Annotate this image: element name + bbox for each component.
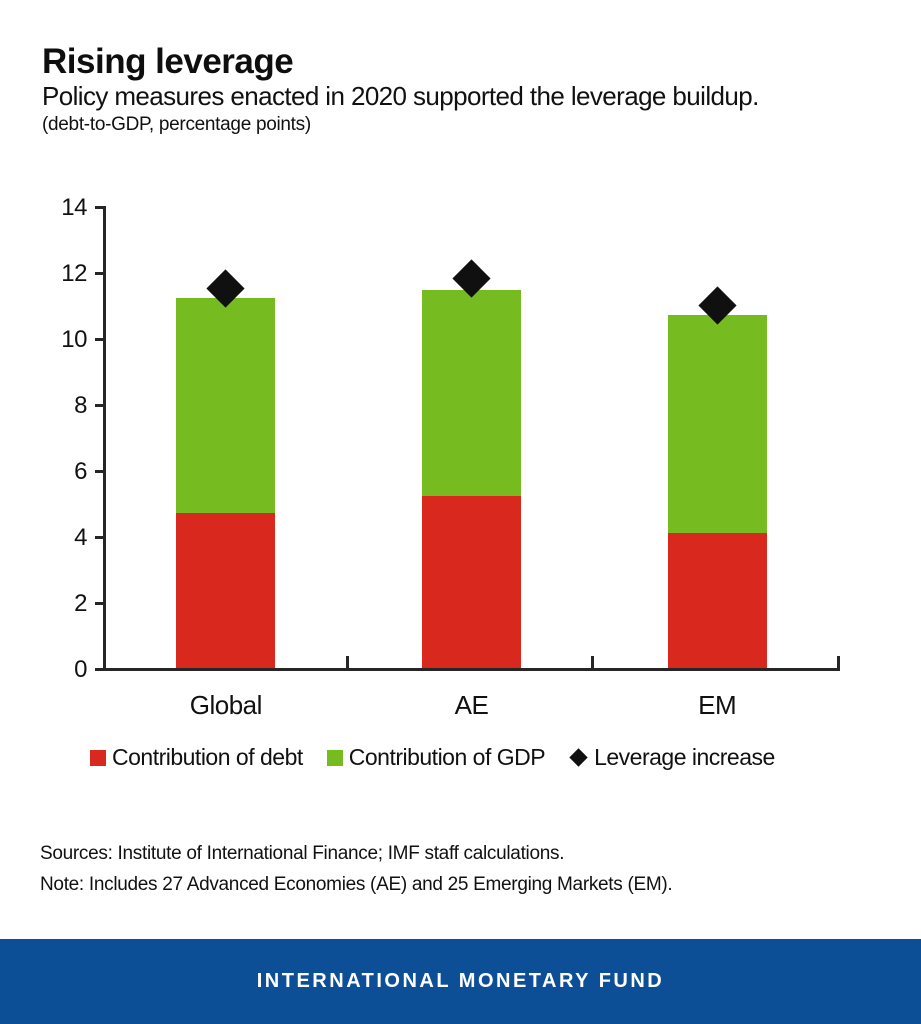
y-axis-tick bbox=[95, 470, 103, 473]
legend-label: Contribution of GDP bbox=[348, 744, 546, 770]
bar-segment-gdp bbox=[667, 314, 767, 533]
diamond-swatch-icon bbox=[569, 748, 588, 767]
sources-line: Sources: Institute of International Fina… bbox=[40, 843, 565, 864]
legend-item: Contribution of GDP bbox=[326, 744, 546, 771]
footer-bar: INTERNATIONAL MONETARY FUND bbox=[0, 939, 921, 1024]
legend-label: Contribution of debt bbox=[112, 744, 303, 770]
y-axis-tick bbox=[95, 536, 103, 539]
bar-segment-debt bbox=[422, 496, 521, 668]
figure-subtitle: Policy measures enacted in 2020 supporte… bbox=[42, 81, 759, 111]
y-axis-tick bbox=[95, 338, 103, 341]
y-axis-tick-label: 12 bbox=[61, 260, 87, 287]
x-axis-line bbox=[103, 668, 840, 671]
note-line: Note: Includes 27 Advanced Economies (AE… bbox=[40, 874, 673, 895]
y-axis-tick-label: 2 bbox=[74, 590, 87, 617]
x-category-label: AE bbox=[454, 690, 489, 720]
bar-segment-gdp bbox=[176, 298, 276, 513]
y-axis-tick-label: 14 bbox=[61, 194, 87, 221]
y-axis-line bbox=[103, 206, 106, 671]
figure-title: Rising leverage bbox=[42, 42, 294, 81]
y-axis-tick-label: 0 bbox=[74, 656, 87, 683]
y-axis-tick bbox=[95, 404, 103, 407]
footer-text: INTERNATIONAL MONETARY FUND bbox=[256, 970, 665, 992]
debt-swatch-icon bbox=[90, 749, 106, 766]
figure-units: (debt-to-GDP, percentage points) bbox=[42, 114, 311, 135]
legend: Contribution of debt Contribution of GDP L… bbox=[90, 744, 775, 771]
y-axis-tick bbox=[95, 206, 103, 209]
y-axis-tick-label: 6 bbox=[74, 458, 87, 485]
y-axis-tick bbox=[95, 602, 103, 605]
legend-label: Leverage increase bbox=[594, 744, 775, 770]
y-axis-tick-label: 8 bbox=[74, 392, 87, 419]
bar-segment-debt bbox=[667, 532, 767, 668]
x-axis-tick bbox=[837, 656, 840, 668]
y-axis-tick-label: 4 bbox=[74, 524, 87, 551]
bar-segment-debt bbox=[176, 512, 276, 668]
x-category-label: EM bbox=[698, 690, 737, 720]
legend-item: Leverage increase bbox=[569, 744, 775, 771]
bar-segment-gdp bbox=[422, 290, 521, 497]
y-axis-tick-label: 10 bbox=[61, 326, 87, 353]
legend-item: Contribution of debt bbox=[90, 744, 303, 771]
gdp-swatch-icon bbox=[326, 749, 343, 766]
y-axis-tick bbox=[95, 272, 103, 275]
y-axis-tick bbox=[95, 668, 103, 671]
x-category-label: Global bbox=[189, 690, 263, 720]
x-axis-tick bbox=[591, 656, 595, 668]
x-axis-tick bbox=[345, 656, 349, 668]
